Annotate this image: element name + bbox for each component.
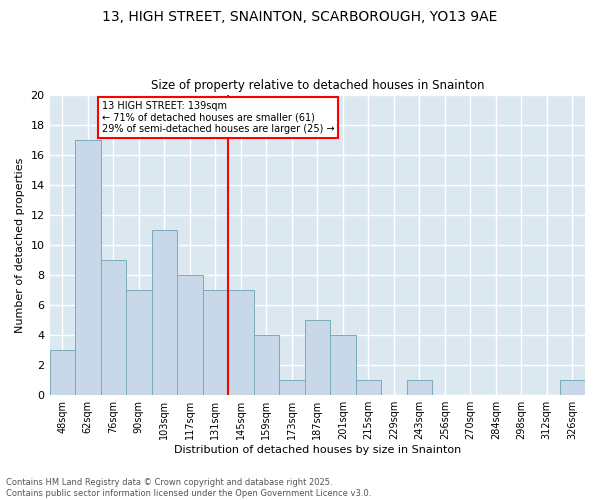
Y-axis label: Number of detached properties: Number of detached properties bbox=[15, 157, 25, 332]
Bar bbox=[50, 350, 75, 395]
Text: 13, HIGH STREET, SNAINTON, SCARBOROUGH, YO13 9AE: 13, HIGH STREET, SNAINTON, SCARBOROUGH, … bbox=[103, 10, 497, 24]
Text: 13 HIGH STREET: 139sqm
← 71% of detached houses are smaller (61)
29% of semi-det: 13 HIGH STREET: 139sqm ← 71% of detached… bbox=[102, 100, 334, 134]
Bar bbox=[126, 290, 152, 395]
Bar bbox=[407, 380, 432, 395]
Text: Contains HM Land Registry data © Crown copyright and database right 2025.
Contai: Contains HM Land Registry data © Crown c… bbox=[6, 478, 371, 498]
Bar bbox=[356, 380, 381, 395]
Bar bbox=[152, 230, 177, 395]
Bar bbox=[330, 335, 356, 395]
Bar bbox=[203, 290, 228, 395]
Bar bbox=[254, 335, 279, 395]
Bar bbox=[305, 320, 330, 395]
Bar bbox=[101, 260, 126, 395]
Bar bbox=[75, 140, 101, 395]
Bar bbox=[228, 290, 254, 395]
Bar bbox=[177, 275, 203, 395]
Bar bbox=[560, 380, 585, 395]
X-axis label: Distribution of detached houses by size in Snainton: Distribution of detached houses by size … bbox=[173, 445, 461, 455]
Title: Size of property relative to detached houses in Snainton: Size of property relative to detached ho… bbox=[151, 79, 484, 92]
Bar bbox=[279, 380, 305, 395]
